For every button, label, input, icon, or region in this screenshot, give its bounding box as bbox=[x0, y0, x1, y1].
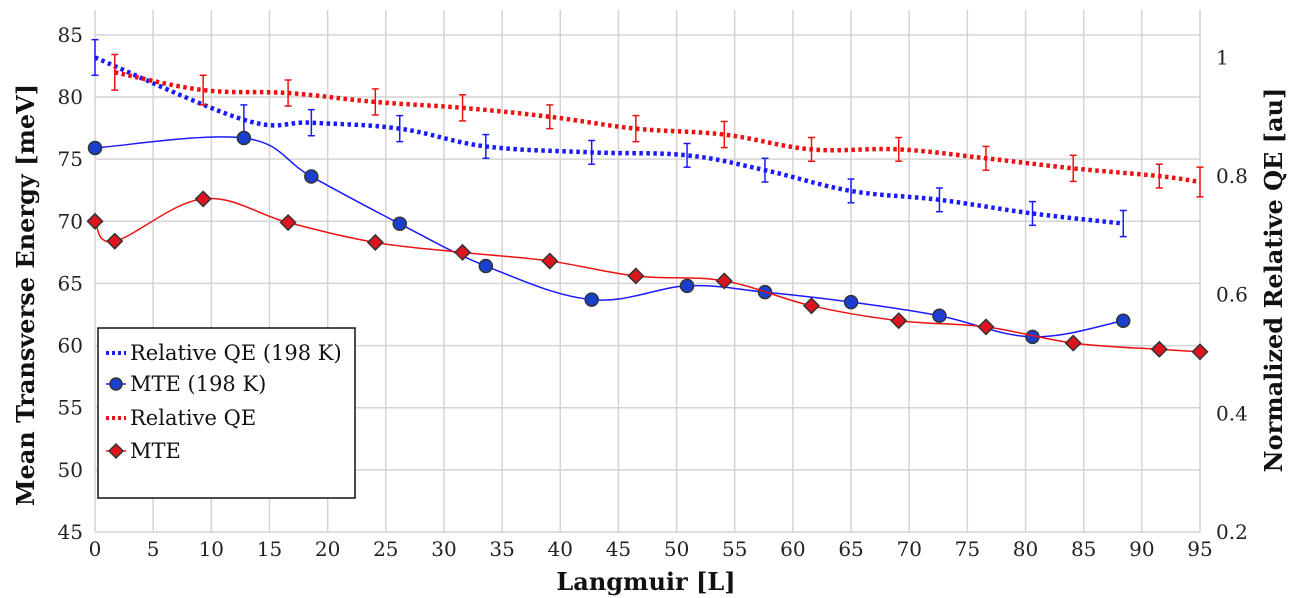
y-tick-label-3: 60 bbox=[58, 334, 83, 358]
series-layer bbox=[86, 38, 1209, 361]
x-tick-label-6: 30 bbox=[431, 537, 456, 561]
series-mte-point-6 bbox=[541, 252, 559, 270]
x-tick-label-0: 0 bbox=[89, 537, 102, 561]
series-relative-qe bbox=[111, 53, 1204, 198]
y-tick-label-0: 45 bbox=[58, 520, 83, 544]
series-mte-198-k-point-5 bbox=[584, 292, 599, 307]
series-mte-198-k-point-2 bbox=[304, 169, 319, 184]
series-mte-198-k-point-1 bbox=[236, 130, 252, 146]
legend-swatch-marker-mte bbox=[107, 442, 125, 460]
series-mte-198-k-point-9 bbox=[932, 308, 947, 323]
y2-axis-title: Normalized Relative QE [au] bbox=[1259, 88, 1288, 473]
legend: Relative QE (198 K) MTE (198 K) Relative… bbox=[97, 327, 356, 499]
series-mte-point-9 bbox=[802, 297, 821, 315]
series-mte-point-13 bbox=[1150, 340, 1168, 358]
series-relative-qe-198-k bbox=[91, 38, 1127, 238]
legend-box bbox=[97, 327, 356, 499]
x-tick-label-12: 60 bbox=[780, 537, 805, 561]
y2-tick-label-2: 0.6 bbox=[1216, 283, 1248, 307]
x-tick-label-13: 65 bbox=[838, 537, 863, 561]
x-tick-label-18: 90 bbox=[1129, 537, 1154, 561]
y-tick-label-4: 65 bbox=[58, 271, 83, 295]
x-tick-label-8: 40 bbox=[548, 537, 573, 561]
y-tick-label-1: 50 bbox=[58, 458, 83, 482]
y-axis-ticks: 45 50 55 60 65 70 75 80 85 bbox=[58, 23, 83, 544]
y2-tick-label-4: 1 bbox=[1216, 45, 1229, 69]
series-mte-point-5 bbox=[453, 243, 472, 261]
series-mte-point-0 bbox=[86, 212, 104, 230]
y2-axis-ticks: 0.2 0.4 0.6 0.8 1 bbox=[1216, 45, 1248, 544]
series-mte-point-3 bbox=[279, 213, 297, 232]
series-mte-point-10 bbox=[890, 312, 908, 330]
x-tick-label-17: 85 bbox=[1071, 537, 1096, 561]
series-mte-198-k-point-11 bbox=[1115, 313, 1131, 328]
legend-swatch-marker-mte-198k bbox=[109, 377, 123, 391]
series-mte-point-4 bbox=[366, 233, 384, 251]
series-relative-qe-line bbox=[114, 70, 1201, 185]
x-tick-label-5: 25 bbox=[373, 537, 398, 561]
x-tick-label-2: 10 bbox=[199, 537, 224, 561]
series-mte-point-1 bbox=[106, 232, 124, 250]
x-tick-label-19: 95 bbox=[1187, 537, 1212, 561]
x-tick-label-16: 80 bbox=[1013, 537, 1038, 561]
series-mte-point-14 bbox=[1191, 343, 1209, 361]
series-mte-198-k-point-6 bbox=[679, 278, 695, 294]
y2-tick-label-1: 0.4 bbox=[1216, 401, 1248, 425]
y-tick-label-6: 75 bbox=[58, 147, 83, 171]
y2-tick-label-3: 0.8 bbox=[1216, 164, 1248, 188]
x-tick-label-15: 75 bbox=[955, 537, 980, 561]
series-mte-point-8 bbox=[715, 272, 733, 290]
series-mte-198-k-line bbox=[94, 136, 1124, 338]
x-tick-label-4: 20 bbox=[315, 537, 340, 561]
series-mte-198-k-point-0 bbox=[87, 140, 103, 156]
x-tick-label-7: 35 bbox=[489, 537, 514, 561]
legend-label-relative-qe: Relative QE bbox=[130, 406, 256, 430]
legend-label-mte: MTE bbox=[130, 439, 181, 463]
y-tick-label-2: 55 bbox=[58, 396, 83, 420]
x-tick-label-10: 50 bbox=[664, 537, 689, 561]
legend-label-relative-qe-198k: Relative QE (198 K) bbox=[130, 341, 342, 365]
series-mte-198-k-point-8 bbox=[843, 294, 859, 310]
series-mte-point-12 bbox=[1064, 334, 1082, 352]
series-mte bbox=[86, 190, 1209, 361]
x-tick-label-9: 45 bbox=[606, 537, 631, 561]
legend-label-mte-198k: MTE (198 K) bbox=[130, 372, 266, 396]
series-mte-198-k-point-4 bbox=[478, 258, 494, 274]
x-tick-label-14: 70 bbox=[896, 537, 921, 561]
y-tick-label-5: 70 bbox=[58, 209, 83, 233]
series-mte-198-k bbox=[87, 130, 1131, 345]
x-tick-label-3: 15 bbox=[257, 537, 282, 561]
x-tick-label-1: 5 bbox=[147, 537, 160, 561]
x-axis-title: Langmuir [L] bbox=[556, 567, 735, 596]
series-relative-qe-198-k-line bbox=[94, 55, 1124, 226]
y-tick-label-7: 80 bbox=[58, 85, 83, 109]
series-mte-point-11 bbox=[977, 318, 995, 336]
x-tick-label-11: 55 bbox=[722, 537, 747, 561]
series-mte-198-k-point-3 bbox=[392, 216, 407, 232]
grid-lines bbox=[94, 10, 1201, 533]
y2-tick-label-0: 0.2 bbox=[1216, 520, 1248, 544]
y-tick-label-8: 85 bbox=[58, 23, 83, 47]
x-axis-ticks: 0 5 10 15 20 25 30 35 40 45 50 55 60 65 70 75 80 85 90 95 bbox=[89, 537, 1213, 561]
series-mte-point-2 bbox=[194, 190, 212, 208]
series-mte-point-7 bbox=[627, 267, 645, 285]
y-axis-title: Mean Transverse Energy [meV] bbox=[11, 84, 40, 506]
